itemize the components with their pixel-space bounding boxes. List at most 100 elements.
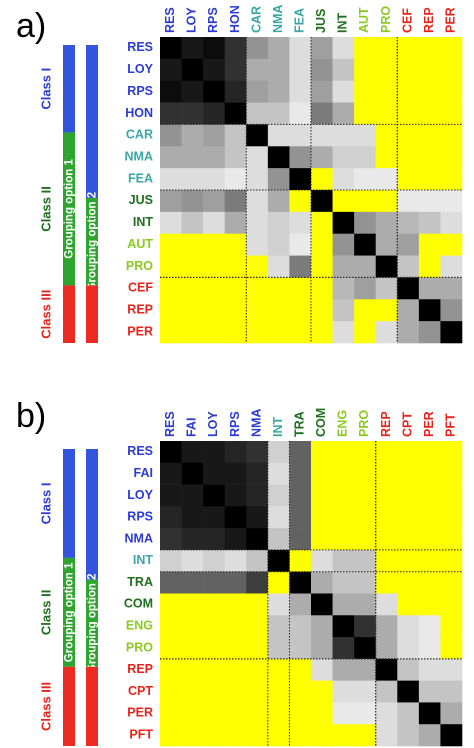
heatmap-cell [267,321,290,344]
heatmap-cell [267,637,290,660]
column-label: HON [228,5,242,33]
heatmap-cell [418,58,441,82]
heatmap-cell [397,146,420,169]
heatmap-cell [267,571,290,594]
row-label: RES [127,444,153,458]
heatmap-cell [440,37,463,60]
heatmap-cell [160,80,182,103]
heatmap-cell [418,80,441,103]
heatmap-cell [160,299,182,322]
heatmap-cell [354,593,377,616]
heatmap-cell [397,615,420,638]
group-bar [86,45,98,198]
heatmap-cell [332,190,355,213]
heatmap-cell [246,233,269,256]
heatmap-cell [418,658,441,681]
row-label: LOY [127,488,153,502]
heatmap-cell [440,549,463,573]
column-label: LOY [206,411,220,437]
heatmap-cell [246,124,269,147]
heatmap-cell [203,211,226,235]
group-bar [63,132,75,286]
column-label: CEF [400,8,414,33]
heatmap-cell [332,571,355,594]
heatmap-cell [224,571,247,594]
heatmap-cell [203,615,226,638]
heatmap-cell [354,168,377,191]
heatmap-cell [311,571,333,594]
heatmap-cell [311,506,333,529]
heatmap-cell [246,702,269,725]
heatmap-cell [397,211,420,235]
heatmap-cell [224,102,247,125]
heatmap-cell [224,462,247,485]
heatmap-cell [181,571,204,594]
heatmap-cell [203,321,226,344]
heatmap-cell [160,255,182,278]
heatmap-cell [354,102,377,125]
group-bar [63,449,75,558]
heatmap-cell [160,484,182,507]
heatmap-cell [181,58,204,82]
heatmap-cell [160,680,182,703]
heatmap-cell [354,441,377,464]
heatmap-cell [181,168,204,191]
heatmap-cell [289,549,312,573]
heatmap-cell [289,124,312,147]
heatmap-cell [181,637,204,660]
heatmap-cell [160,528,182,551]
heatmap-cell [267,37,290,60]
heatmap-cell [181,102,204,125]
heatmap-cell [267,102,290,125]
heatmap-cell [354,146,377,169]
heatmap-cell [181,233,204,256]
heatmap-cell [289,255,312,278]
group-bar [86,285,98,343]
heatmap-cell [160,146,182,169]
heatmap-cell [375,484,398,507]
heatmap-cell [181,299,204,322]
heatmap-cell [289,321,312,344]
heatmap-cell [246,168,269,191]
heatmap-cell [354,190,377,213]
heatmap-cell [311,146,333,169]
heatmap-cell [354,637,377,660]
heatmap-cell [224,58,247,82]
group-bar [86,579,98,667]
heatmap-cell [332,506,355,529]
row-label: ENG [126,618,153,632]
heatmap-cell [375,277,398,300]
heatmap-cell [332,549,355,573]
column-label: COM [314,408,328,437]
heatmap-cell [267,190,290,213]
heatmap-cell [181,146,204,169]
heatmap-cell [289,58,312,82]
row-label: PFT [129,727,153,741]
heatmap-cell [203,255,226,278]
heatmap-cell [246,658,269,681]
heatmap-cell [375,146,398,169]
row-label: RPS [127,510,153,524]
heatmap-cell [375,211,398,235]
heatmap-cell [160,506,182,529]
heatmap-cell [289,615,312,638]
column-label: PRO [357,410,371,437]
column-label: JUS [314,9,328,33]
row-label: LOY [127,62,153,76]
grouping-label: Grouping option 1 [64,159,76,259]
heatmap-cell [375,80,398,103]
heatmap-cell [224,680,247,703]
heatmap-cell [289,702,312,725]
heatmap-cell [203,549,226,573]
heatmap-cell [160,190,182,213]
heatmap-cell [224,702,247,725]
grouping-label: Grouping option 2 [87,573,99,673]
heatmap-cell [311,724,333,747]
heatmap-cell [289,637,312,660]
heatmap-cell [311,299,333,322]
heatmap-cell [440,58,463,82]
heatmap-cell [418,299,441,322]
heatmap-cell [160,549,182,573]
heatmap-cell [397,571,420,594]
heatmap-cell [332,680,355,703]
